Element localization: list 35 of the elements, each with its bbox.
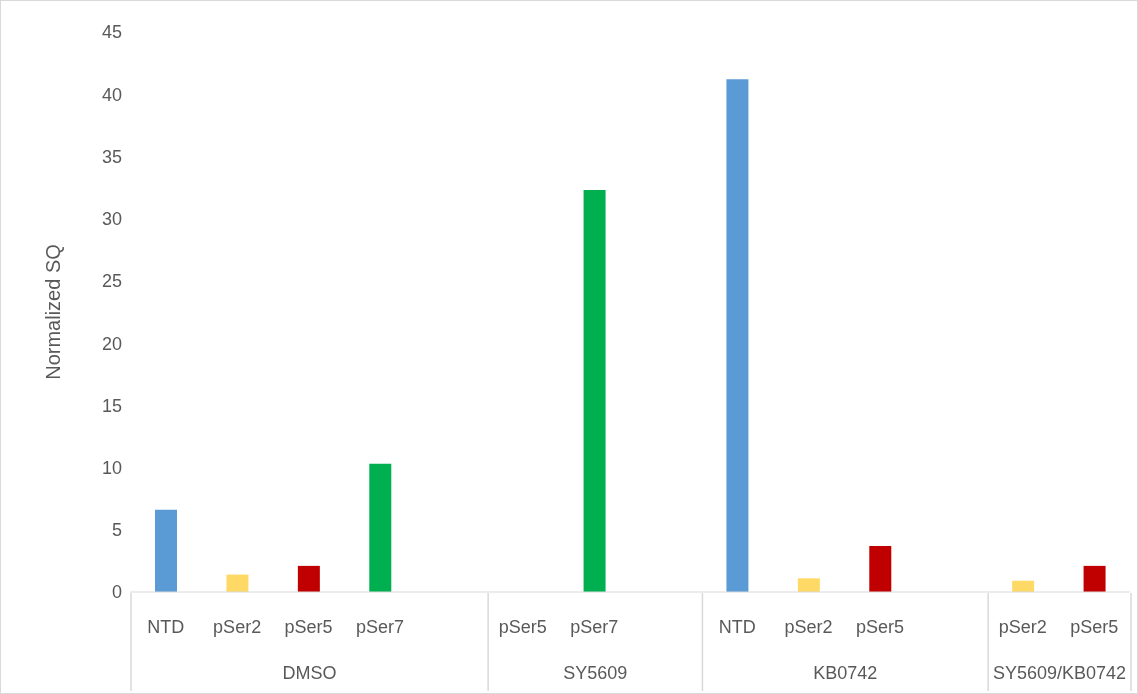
y-tick-label: 5 (111, 520, 122, 541)
y-tick-label: 45 (101, 22, 122, 43)
x-tick-label: pSer7 (355, 617, 405, 637)
bar (369, 463, 392, 592)
bar (297, 565, 320, 592)
bar (583, 190, 606, 592)
bar (1083, 565, 1106, 592)
x-tick-label: pSer5 (498, 617, 547, 637)
x-tick-label: pSer2 (998, 617, 1047, 637)
x-tick-label: pSer2 (784, 617, 833, 637)
x-tick-label: NTD (147, 617, 185, 637)
text: DMSO (282, 663, 337, 683)
y-tick-label: 0 (111, 582, 122, 603)
y-tick-label: 25 (101, 271, 122, 292)
y-tick-label: 30 (101, 209, 122, 230)
bar (797, 578, 820, 592)
x-tick-label: pSer7 (570, 617, 619, 637)
text: KB0742 (813, 663, 878, 683)
x-tick-label: pSer5 (855, 617, 905, 637)
y-tick-label: 15 (101, 395, 122, 416)
y-tick-label: 10 (101, 457, 122, 478)
text: SY5609 (563, 663, 628, 683)
text: SY5609/KB0742 (993, 663, 1127, 683)
bar (726, 79, 749, 592)
x-tick-label: NTD (718, 617, 756, 637)
bar (226, 574, 249, 592)
x-tick-label: pSer5 (284, 617, 333, 637)
y-tick-label: 40 (101, 84, 122, 105)
bar (155, 509, 177, 592)
y-tick-label: 20 (101, 333, 122, 354)
x-tick-label: pSer2 (213, 617, 262, 637)
y-axis-title: Normalized SQ (42, 244, 65, 380)
bar (869, 545, 892, 592)
y-tick-label: 35 (101, 146, 122, 167)
x-tick-label: pSer5 (1070, 617, 1119, 637)
